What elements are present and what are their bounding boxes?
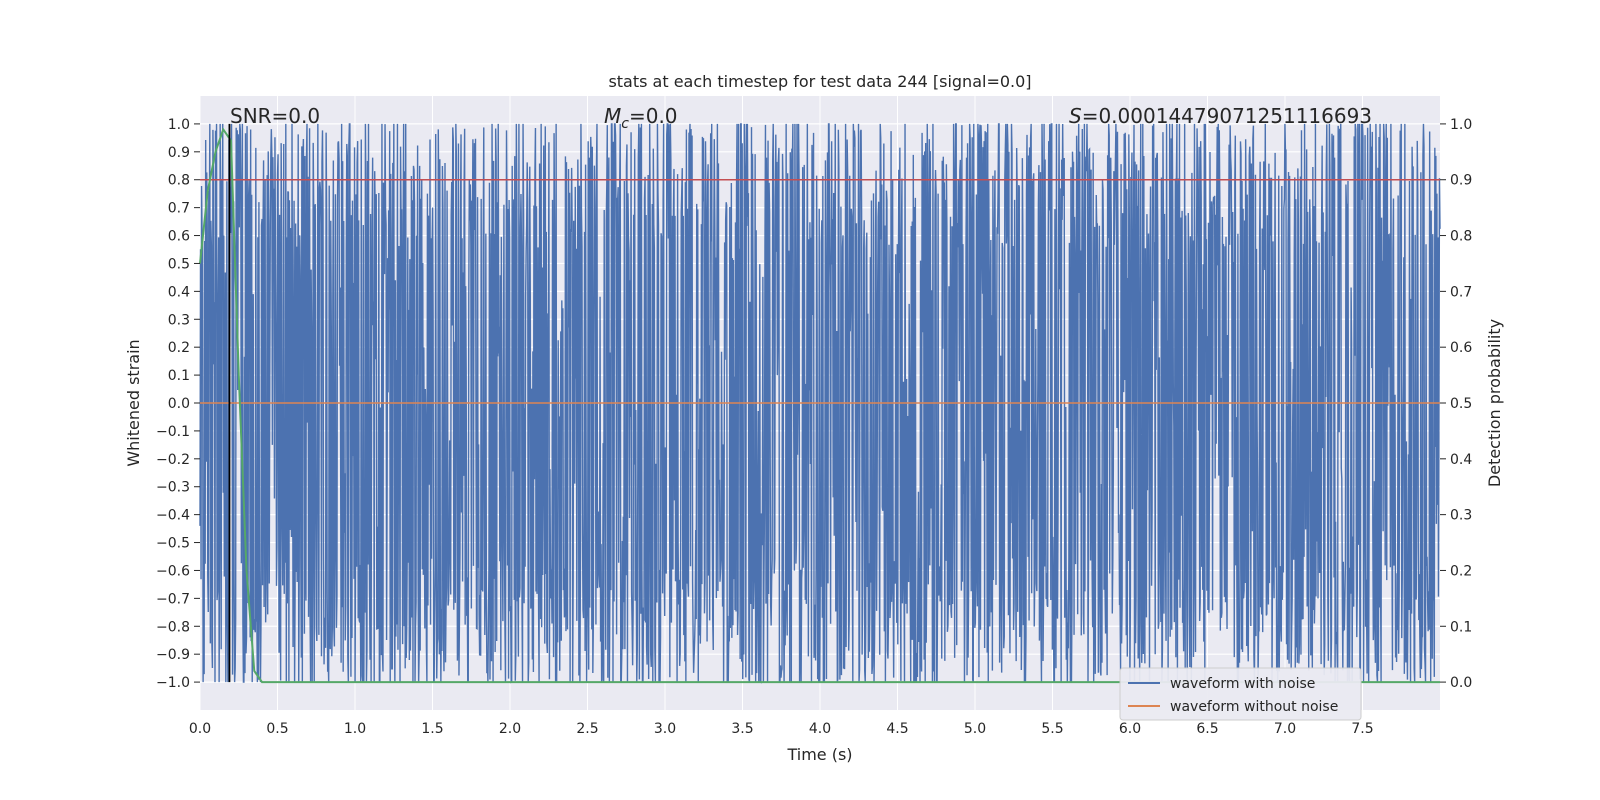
y-tick-label: −1.0 [156, 675, 190, 691]
y-tick-label: 0.0 [168, 396, 190, 412]
x-tick-label: 4.5 [886, 721, 908, 737]
series-detection-probability [199, 127, 1440, 684]
x-tick-label: 7.5 [1351, 721, 1373, 737]
y2-axis-label: Detection probability [1485, 319, 1504, 487]
legend-label-clean: waveform without noise [1170, 699, 1338, 715]
y2-tick-label: 1.0 [1450, 117, 1472, 133]
y-tick-label: 0.3 [168, 312, 190, 328]
x-tick-label: 3.5 [731, 721, 753, 737]
x-tick-label: 1.0 [344, 721, 366, 737]
y-tick-label: −0.5 [156, 536, 190, 552]
x-tick-label: 1.5 [421, 721, 443, 737]
legend-label-noise: waveform with noise [1170, 676, 1315, 692]
x-tick-label: 5.0 [964, 721, 986, 737]
ticks: 0.0 0.5 1.0 1.5 2.0 2.5 3.0 3.5 4.0 4.5 5.0 5.5 6.0 6… [156, 117, 1472, 737]
y-tick-label: 0.1 [168, 368, 190, 384]
y-tick-label: 0.9 [168, 145, 190, 161]
x-tick-label: 0.0 [189, 721, 211, 737]
x-tick-label: 5.5 [1041, 721, 1063, 737]
y-tick-label: 0.2 [168, 340, 190, 356]
mc-symbol: M [604, 104, 621, 128]
y2-tick-label: 0.6 [1450, 340, 1472, 356]
x-tick-label: 7.0 [1274, 721, 1296, 737]
mc-subscript: c [621, 116, 629, 132]
legend-box [1119, 667, 1362, 721]
y2-tick-label: 0.3 [1450, 508, 1472, 524]
x-tick-label: 3.0 [654, 721, 676, 737]
y-tick-label: −0.8 [156, 619, 190, 635]
y2-tick-label: 0.7 [1450, 284, 1472, 300]
series-waveform-with-noise [199, 123, 1441, 684]
y-tick-label: −0.1 [156, 424, 190, 440]
x-tick-label: 6.5 [1196, 721, 1218, 737]
x-tick-label: 0.5 [266, 721, 288, 737]
y-tick-label: 0.7 [168, 201, 190, 217]
x-tick-label: 4.0 [809, 721, 831, 737]
y-tick-label: −0.9 [156, 647, 190, 663]
y-tick-label: −0.3 [156, 480, 190, 496]
y-tick-label: 1.0 [168, 117, 190, 133]
y2-tick-label: 0.1 [1450, 619, 1472, 635]
mc-annotation: Mc=0.0 [604, 104, 678, 132]
s-symbol: S [1069, 104, 1082, 128]
y2-tick-label: 0.0 [1450, 675, 1472, 691]
y-tick-label: −0.2 [156, 452, 190, 468]
x-tick-label: 2.0 [499, 721, 521, 737]
x-axis-label: Time (s) [786, 745, 852, 764]
x-tick-label: 2.5 [576, 721, 598, 737]
y2-tick-label: 0.8 [1450, 229, 1472, 245]
y-tick-label: 0.4 [168, 284, 190, 300]
y2-tick-label: 0.4 [1450, 452, 1472, 468]
y-tick-label: −0.4 [156, 508, 190, 524]
y-axis-label: Whitened strain [124, 339, 143, 466]
mc-value: =0.0 [629, 104, 678, 128]
y2-tick-label: 0.2 [1450, 563, 1472, 579]
s-value: =0.00014479071251116693 [1082, 104, 1372, 128]
legend: waveform with noise waveform without noi… [1119, 667, 1362, 721]
y-tick-label: −0.7 [156, 591, 190, 607]
s-annotation: S=0.00014479071251116693 [1069, 104, 1372, 128]
y-tick-label: 0.5 [168, 256, 190, 272]
y-tick-label: 0.6 [168, 229, 190, 245]
y-tick-label: 0.8 [168, 173, 190, 189]
y2-tick-label: 0.9 [1450, 173, 1472, 189]
chart-title: stats at each timestep for test data 244… [608, 72, 1031, 91]
y2-tick-label: 0.5 [1450, 396, 1472, 412]
y-tick-label: −0.6 [156, 563, 190, 579]
snr-annotation: SNR=0.0 [230, 104, 320, 128]
x-tick-label: 6.0 [1119, 721, 1141, 737]
data-layer [199, 123, 1441, 684]
